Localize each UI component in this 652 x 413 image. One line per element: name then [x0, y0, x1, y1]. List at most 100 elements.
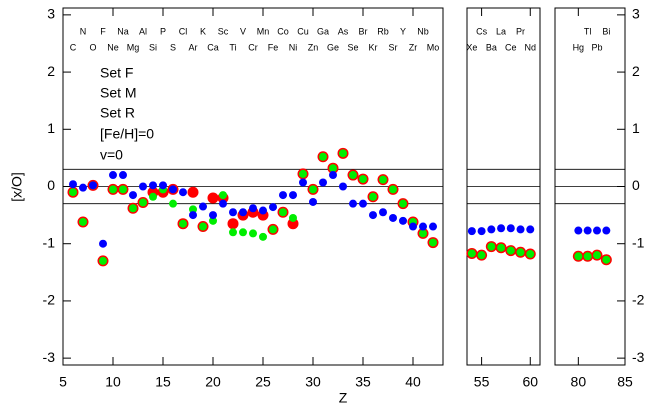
- data-point: [287, 218, 299, 230]
- element-label: Zn: [308, 42, 319, 52]
- data-point: [497, 243, 506, 252]
- element-label: Tl: [584, 26, 592, 36]
- data-point: [583, 252, 592, 261]
- data-point: [109, 185, 117, 194]
- data-point: [259, 232, 267, 241]
- y-tick-label: -3: [632, 349, 645, 365]
- data-point: [574, 252, 583, 261]
- data-point: [279, 208, 287, 217]
- y-tick-label: -1: [43, 234, 56, 250]
- data-point: [279, 191, 287, 200]
- element-label: Mo: [427, 42, 440, 52]
- element-label: Fe: [268, 42, 279, 52]
- data-point: [399, 216, 407, 225]
- data-point: [249, 229, 257, 238]
- x-tick-label: 60: [522, 374, 538, 390]
- element-label: Nd: [525, 42, 537, 52]
- y-tick-label: 2: [47, 63, 55, 79]
- data-point: [239, 228, 247, 237]
- data-point: [467, 249, 476, 258]
- data-point: [129, 191, 137, 200]
- data-point: [419, 222, 427, 231]
- legend-label: Set M: [100, 85, 137, 101]
- data-point: [179, 219, 187, 228]
- data-point: [189, 211, 197, 220]
- x-tick-label: 55: [474, 374, 490, 390]
- data-point: [329, 171, 337, 180]
- data-point: [139, 182, 147, 191]
- data-point: [467, 227, 476, 236]
- data-point: [429, 222, 437, 231]
- element-label: Y: [400, 26, 406, 36]
- element-label: F: [100, 26, 106, 36]
- data-point: [602, 255, 611, 264]
- legend-label: Set R: [100, 105, 135, 121]
- data-point: [339, 149, 347, 158]
- element-label: Sc: [218, 26, 229, 36]
- element-label: Pb: [591, 42, 602, 52]
- data-point: [379, 175, 387, 184]
- element-label: C: [70, 42, 77, 52]
- data-point: [359, 199, 367, 208]
- element-label: Ge: [327, 42, 339, 52]
- data-point: [69, 180, 77, 189]
- x-tick-label: 85: [617, 374, 633, 390]
- element-label: Ne: [107, 42, 119, 52]
- annotation: [Fe/H]=0: [100, 126, 154, 142]
- element-label: Xe: [466, 42, 477, 52]
- data-point: [349, 199, 357, 208]
- data-point: [289, 213, 297, 222]
- element-label: Ca: [207, 42, 219, 52]
- x-tick-label: 30: [305, 374, 321, 390]
- data-point: [139, 198, 147, 207]
- element-label: Pr: [516, 26, 525, 36]
- data-point: [119, 171, 127, 180]
- element-label: La: [496, 26, 506, 36]
- data-point: [497, 224, 506, 233]
- data-point: [526, 225, 535, 234]
- data-point: [289, 191, 297, 200]
- data-point: [487, 242, 496, 251]
- y-tick-label: -1: [632, 234, 645, 250]
- element-label: Cu: [297, 26, 309, 36]
- element-label: Si: [149, 42, 157, 52]
- element-label: Cl: [179, 26, 188, 36]
- data-point: [149, 181, 157, 190]
- element-label: K: [200, 26, 206, 36]
- data-point: [309, 197, 317, 206]
- element-label: Mg: [127, 42, 140, 52]
- data-point: [219, 191, 227, 200]
- data-point: [227, 218, 239, 230]
- data-point: [409, 222, 417, 231]
- element-label: Al: [139, 26, 147, 36]
- data-point: [359, 175, 367, 184]
- y-tick-label: -3: [43, 349, 56, 365]
- data-point: [179, 188, 187, 197]
- data-point: [89, 181, 97, 190]
- data-point: [159, 181, 167, 190]
- data-point: [199, 202, 207, 211]
- data-point: [119, 185, 127, 194]
- data-point: [429, 238, 437, 247]
- x-tick-label: 25: [255, 374, 271, 390]
- data-point: [187, 186, 199, 198]
- data-point: [593, 251, 601, 260]
- data-point: [369, 192, 377, 201]
- element-label: Na: [117, 26, 129, 36]
- element-label: Zr: [409, 42, 418, 52]
- data-point: [99, 239, 107, 248]
- data-point: [169, 185, 177, 194]
- element-label: Kr: [369, 42, 378, 52]
- data-point: [487, 225, 496, 234]
- data-point: [219, 199, 227, 208]
- data-point: [209, 216, 217, 225]
- data-point: [169, 199, 177, 208]
- data-point: [389, 185, 397, 194]
- data-point: [602, 226, 611, 235]
- element-label: Cs: [476, 26, 487, 36]
- data-point: [207, 192, 219, 204]
- x-tick-label: 5: [59, 374, 67, 390]
- data-point: [379, 208, 387, 217]
- data-point: [309, 185, 317, 194]
